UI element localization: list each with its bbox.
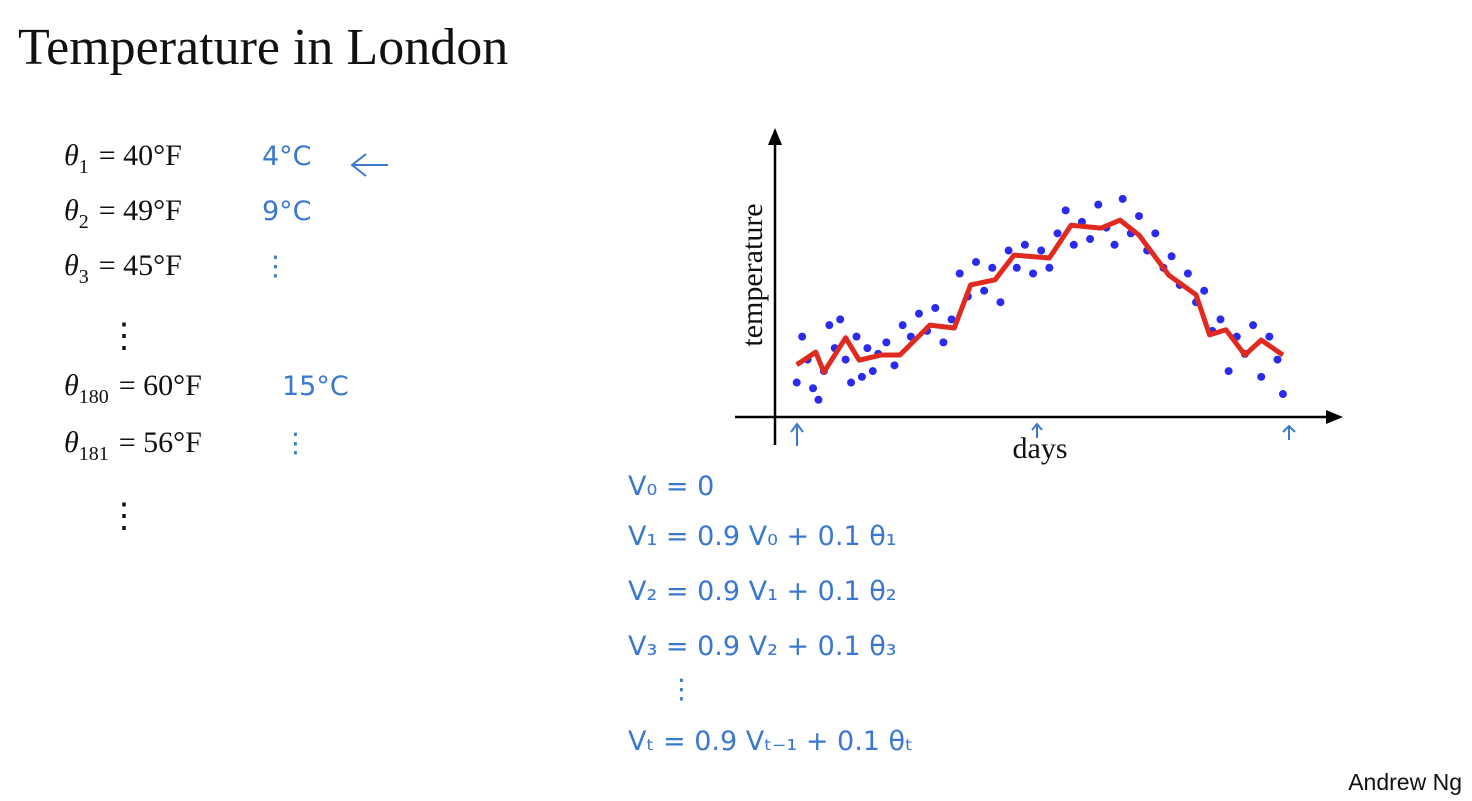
x-axis-label: days (1013, 432, 1068, 465)
data-point (863, 344, 872, 353)
data-point (841, 355, 850, 364)
data-point (955, 269, 964, 278)
y-axis-arrow (768, 128, 782, 145)
data-point (947, 315, 956, 324)
data-point (792, 378, 801, 387)
data-point (798, 332, 807, 341)
data-point (1037, 246, 1046, 255)
expression: = 45°F (99, 249, 182, 282)
data-point (996, 298, 1005, 307)
handwritten-equation: V₁ = 0.9 V₀ + 0.1 θ₁ (628, 521, 897, 552)
data-point (857, 372, 866, 381)
data-point (1134, 212, 1143, 221)
y-axis-label: temperature (736, 203, 769, 346)
x-axis-arrow (1326, 410, 1343, 424)
vertical-dots: ⋮ (107, 318, 141, 355)
theta: θ (64, 139, 79, 172)
data-point (988, 263, 997, 272)
equation: θ180 = 60°F (64, 369, 202, 408)
data-point (1086, 235, 1095, 244)
data-point (836, 315, 845, 324)
data-point (931, 303, 940, 312)
vertical-dots: ⋮ (107, 498, 141, 535)
theta: θ (64, 369, 79, 402)
handwritten-note: ⋮ (262, 251, 289, 282)
data-point (1167, 252, 1176, 261)
data-point (809, 384, 818, 393)
handwritten-equation: ⋮ (668, 674, 695, 705)
data-point (1012, 263, 1021, 272)
expression: = 60°F (119, 369, 202, 402)
data-point (898, 321, 907, 330)
subscript: 180 (79, 386, 109, 408)
equation: θ1 = 40°F (64, 139, 182, 178)
expression: = 49°F (99, 194, 182, 227)
data-point (1265, 332, 1274, 341)
handwritten-note: 9°C (262, 196, 312, 227)
handwritten-equation: V₂ = 0.9 V₁ + 0.1 θ₂ (628, 576, 897, 607)
subscript: 3 (79, 266, 89, 288)
data-point (980, 286, 989, 295)
data-point (1216, 315, 1225, 324)
data-point (814, 395, 823, 404)
data-point (1151, 229, 1160, 238)
data-point (868, 367, 877, 376)
data-point (939, 338, 948, 347)
equation: θ2 = 49°F (64, 194, 182, 233)
subscript: 1 (79, 156, 89, 178)
data-point (847, 378, 856, 387)
smoothed-line (795, 217, 1285, 375)
data-point (1053, 229, 1062, 238)
data-point (1029, 269, 1038, 278)
data-point (1020, 240, 1029, 249)
expression: = 56°F (119, 426, 202, 459)
data-point (914, 309, 923, 318)
axes (735, 128, 1343, 445)
data-point (1200, 286, 1209, 295)
data-point (1257, 372, 1266, 381)
theta: θ (64, 249, 79, 282)
data-point (890, 361, 899, 370)
data-point (1249, 321, 1258, 330)
data-point (1094, 200, 1103, 209)
data-point (825, 321, 834, 330)
data-point (1224, 367, 1233, 376)
data-point (972, 258, 981, 267)
data-point (1069, 240, 1078, 249)
handwritten-note: 4°C (262, 141, 312, 172)
data-point (1183, 269, 1192, 278)
day-arrows (790, 422, 1296, 446)
handwritten-equation: V₀ = 0 (628, 471, 714, 502)
data-point (852, 332, 861, 341)
data-point (1118, 194, 1127, 203)
handwritten-equation: Vₜ = 0.9 Vₜ₋₁ + 0.1 θₜ (628, 726, 913, 757)
data-point (882, 338, 891, 347)
author: Andrew Ng (1348, 769, 1462, 795)
theta: θ (64, 426, 79, 459)
expression: = 40°F (99, 139, 182, 172)
subscript: 2 (79, 211, 89, 233)
handwritten-equation: V₃ = 0.9 V₂ + 0.1 θ₃ (628, 631, 897, 662)
theta: θ (64, 194, 79, 227)
equation: θ3 = 45°F (64, 249, 182, 288)
equation: θ181 = 56°F (64, 426, 202, 465)
subscript: 181 (79, 443, 109, 465)
data-point (1045, 263, 1054, 272)
note-arrow (350, 153, 388, 177)
handwritten-note: ⋮ (282, 428, 309, 459)
data-point (1004, 246, 1013, 255)
data-point (1061, 206, 1070, 215)
title: Temperature in London (18, 19, 508, 76)
data-point (1273, 355, 1282, 364)
data-point (1278, 390, 1287, 399)
handwritten-note: 15°C (282, 371, 349, 402)
data-point (1110, 240, 1119, 249)
